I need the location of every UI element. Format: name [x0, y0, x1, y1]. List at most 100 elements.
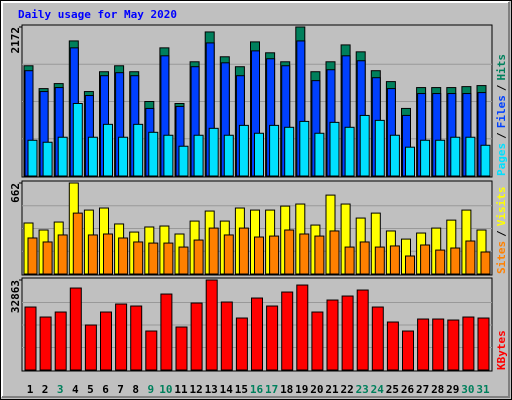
bar	[27, 139, 38, 177]
bar	[359, 114, 370, 177]
bar	[314, 235, 325, 275]
bar	[266, 305, 279, 371]
bar	[299, 233, 310, 275]
bar	[402, 330, 414, 371]
y-tick-label: 32863	[9, 280, 22, 313]
bar	[190, 302, 203, 371]
bar	[450, 247, 461, 275]
bar	[87, 136, 98, 177]
bar	[193, 134, 204, 177]
x-tick-label: 9	[147, 383, 154, 396]
bar	[254, 132, 264, 177]
bar	[39, 316, 52, 371]
legend-separator: /	[495, 84, 508, 91]
bar	[269, 124, 280, 177]
bar	[130, 305, 143, 371]
x-tick-label: 30	[461, 383, 474, 396]
bar	[374, 119, 385, 177]
x-tick-label: 19	[295, 383, 308, 396]
bar	[432, 318, 445, 371]
x-tick-label: 15	[235, 383, 248, 396]
bar	[220, 301, 233, 371]
bar	[178, 145, 189, 177]
bar	[420, 244, 431, 275]
bar	[329, 121, 340, 177]
bar	[405, 146, 415, 177]
x-tick-label: 3	[57, 383, 64, 396]
bar	[284, 126, 295, 177]
x-tick-label: 25	[386, 383, 399, 396]
bar	[223, 234, 234, 275]
x-tick-label: 28	[431, 383, 444, 396]
y-tick-label: 662	[9, 183, 22, 203]
bar	[284, 229, 295, 275]
bar	[341, 295, 354, 371]
x-tick-label: 7	[117, 383, 124, 396]
bar	[133, 241, 144, 275]
x-tick-label: 1	[27, 383, 34, 396]
bar	[118, 237, 129, 275]
bar	[24, 306, 37, 371]
x-tick-label: 10	[159, 383, 172, 396]
bar	[417, 318, 430, 371]
legend-entry: Files	[495, 95, 508, 128]
bar	[208, 227, 219, 275]
x-tick-label: 29	[446, 383, 459, 396]
bar	[450, 136, 461, 177]
bar	[281, 291, 294, 371]
legend: Pages / Files / Hits	[495, 54, 508, 176]
x-tick-label: 23	[356, 383, 369, 396]
x-tick-label: 24	[371, 383, 385, 396]
x-tick-label: 18	[280, 383, 293, 396]
bar	[311, 311, 324, 371]
x-tick-label: 26	[401, 383, 415, 396]
bar	[447, 319, 460, 371]
x-tick-label: 6	[102, 383, 109, 396]
bar	[57, 234, 68, 275]
x-tick-label: 20	[310, 383, 323, 396]
x-tick-label: 22	[340, 383, 353, 396]
chart-title: Daily usage for May 2020	[18, 8, 177, 21]
bar	[296, 284, 309, 371]
x-tick-label: 31	[476, 383, 490, 396]
bar	[72, 102, 83, 177]
bar	[118, 136, 129, 177]
bar	[462, 316, 475, 371]
bar	[223, 134, 234, 177]
bar	[251, 297, 263, 371]
bar	[178, 246, 189, 275]
bar	[374, 246, 385, 275]
bar	[115, 303, 128, 371]
bar	[435, 139, 446, 177]
bar	[175, 326, 188, 371]
bar	[148, 242, 159, 275]
bar	[205, 279, 218, 371]
bar	[193, 239, 204, 275]
x-tick-label: 8	[132, 383, 139, 396]
legend-entry: Visits	[495, 187, 508, 227]
bar	[84, 324, 97, 371]
x-tick-label: 17	[265, 383, 278, 396]
bar	[314, 132, 325, 177]
x-tick-label: 21	[325, 383, 339, 396]
x-tick-label: 11	[174, 383, 188, 396]
bar	[54, 311, 67, 371]
bar	[371, 306, 384, 371]
x-tick-label: 5	[87, 383, 94, 396]
x-tick-label: 4	[72, 383, 79, 396]
bar	[133, 123, 144, 177]
bar	[87, 234, 98, 275]
legend: Sites / Visits	[495, 187, 508, 275]
bar	[359, 241, 370, 275]
legend-separator: /	[495, 230, 508, 237]
bar	[163, 134, 174, 177]
bar	[72, 212, 83, 275]
bar	[344, 246, 355, 275]
bar	[148, 131, 159, 177]
bar	[145, 330, 158, 371]
bar	[465, 136, 476, 177]
bar	[163, 242, 174, 275]
legend-entry: Hits	[495, 54, 508, 81]
